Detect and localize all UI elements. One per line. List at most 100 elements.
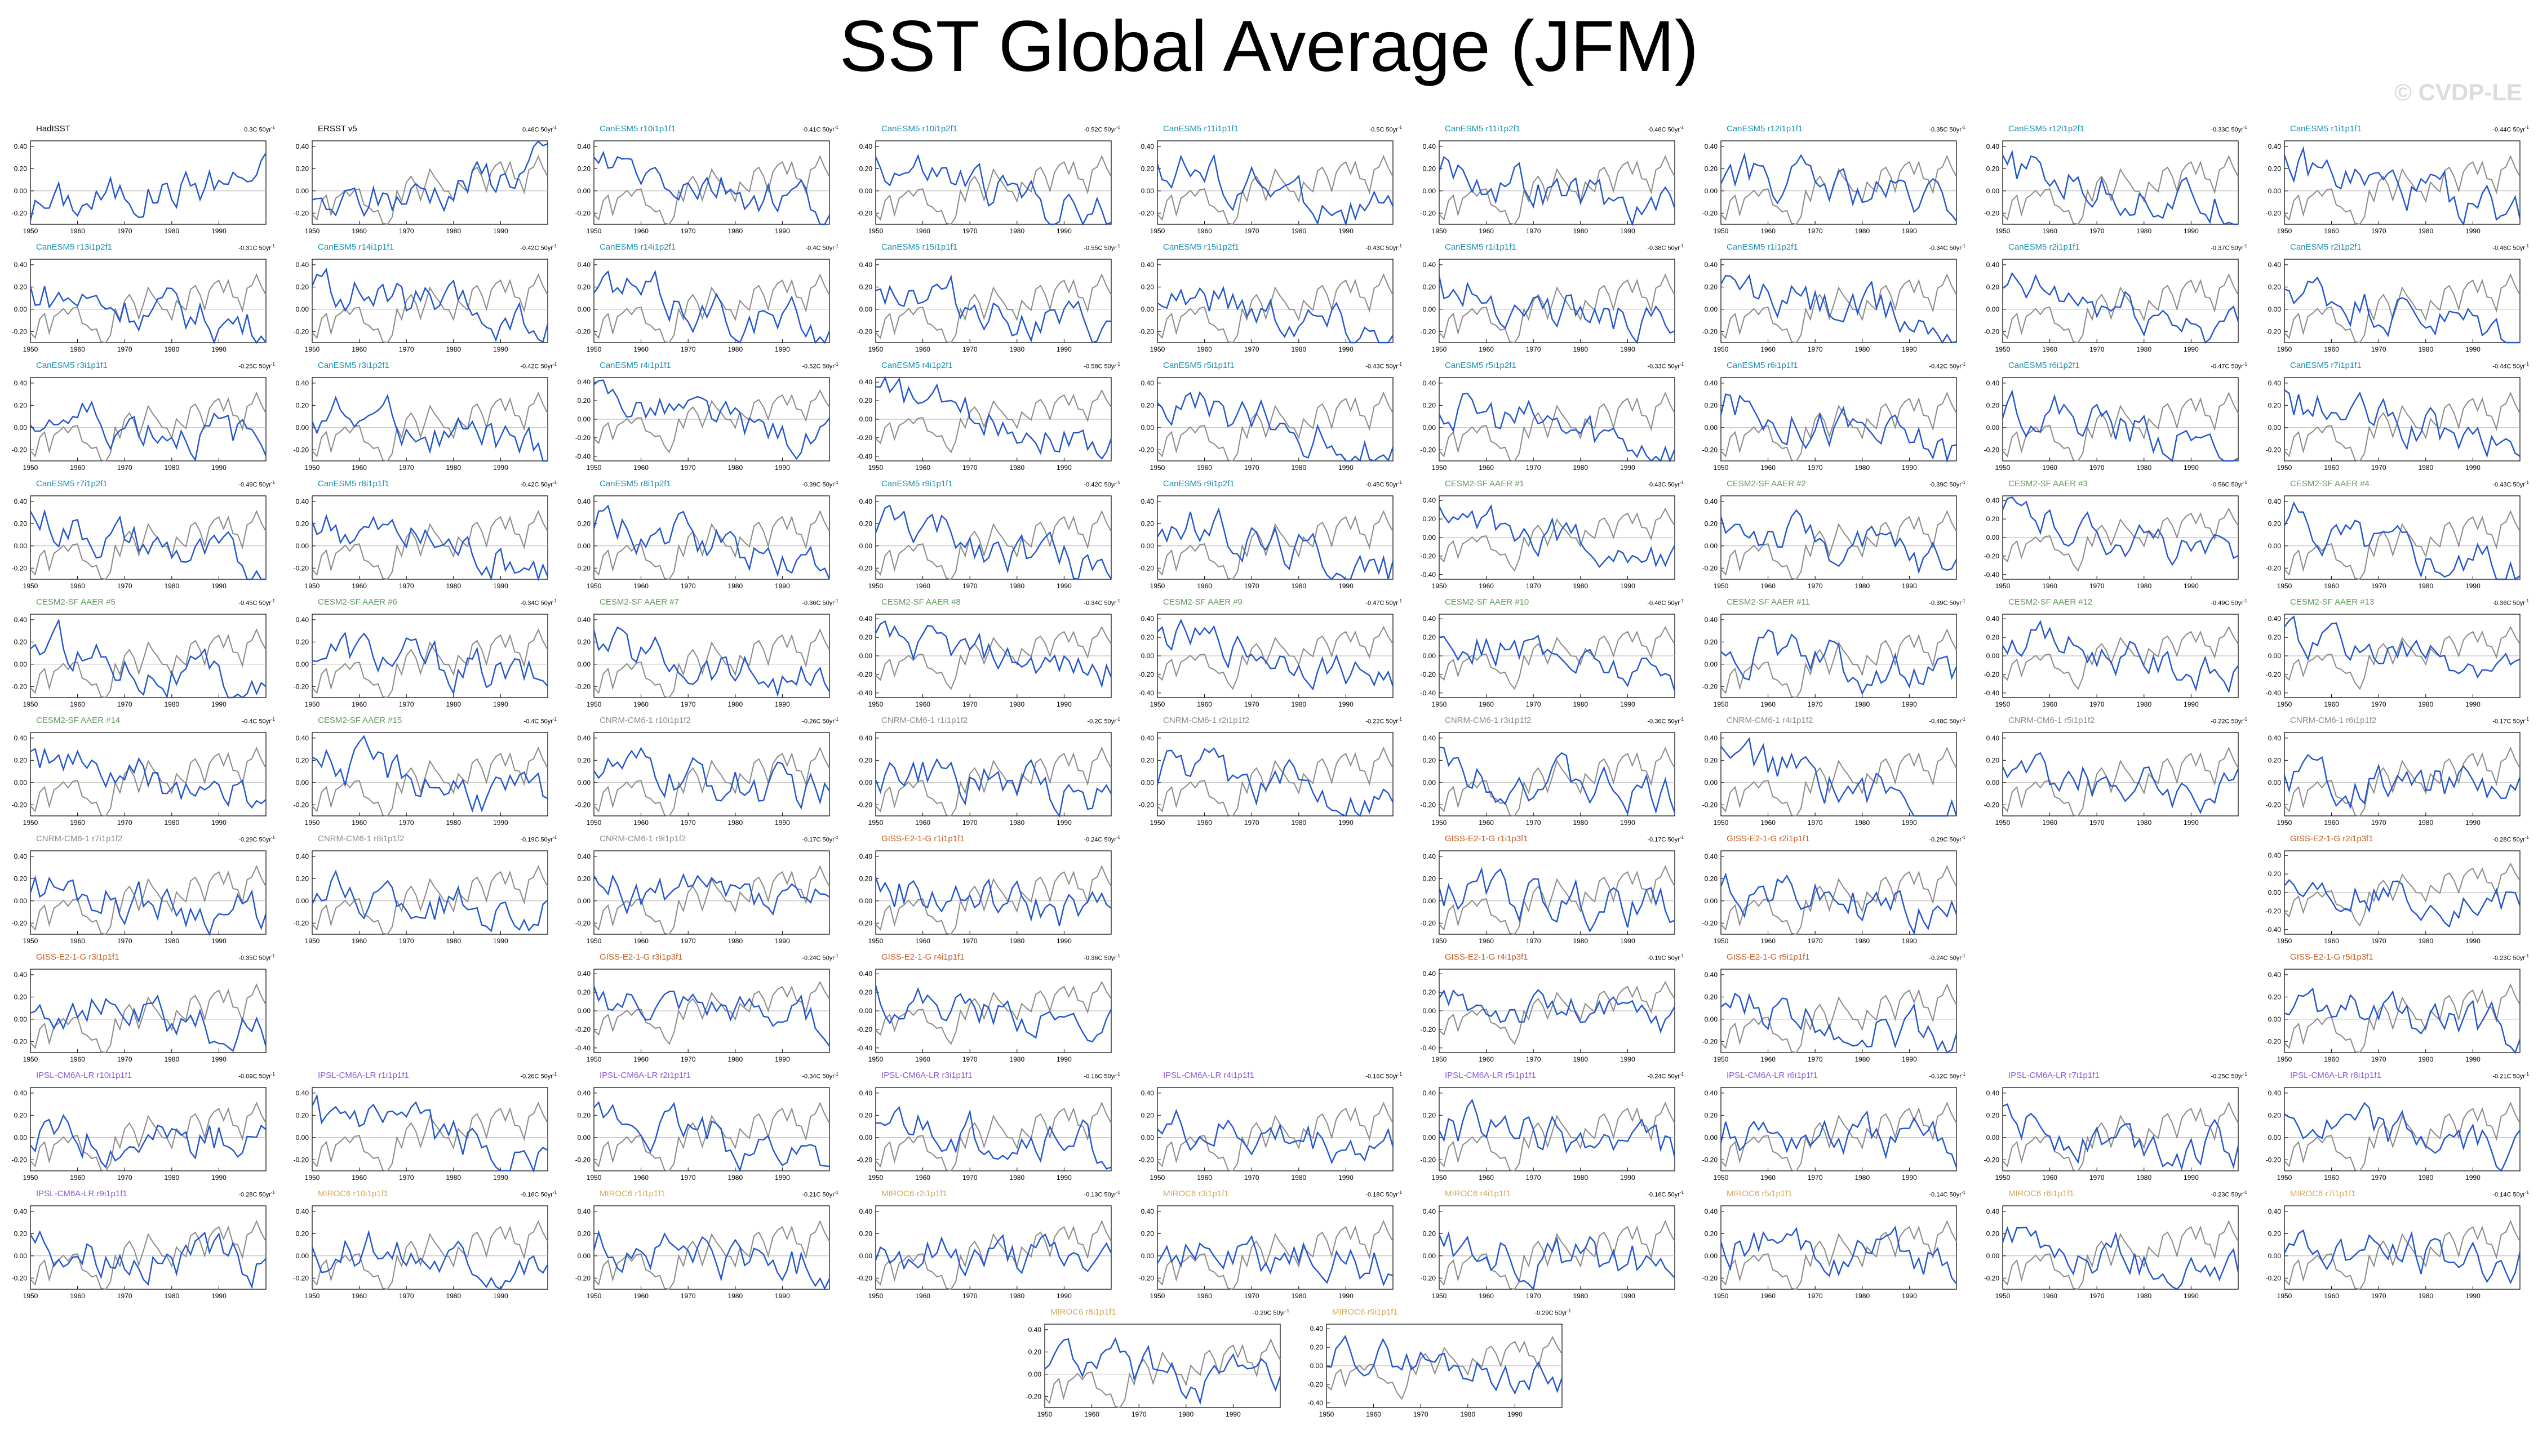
x-tick-label: 1990 [1057, 227, 1072, 235]
y-tick-label: -0.20 [1702, 801, 1718, 809]
x-tick-label: 1980 [1573, 700, 1588, 708]
panel-trend: -0.24C 50yr-1 [1929, 953, 1965, 962]
panel-title: CanESM5 r2i1p2f1 [2290, 242, 2362, 252]
y-tick-label: 0.00 [1141, 1252, 1155, 1260]
panel-trend: -0.52C 50yr-1 [802, 362, 838, 370]
y-tick-label: -0.20 [857, 1026, 873, 1033]
y-tick-label: 0.00 [2268, 305, 2282, 313]
panel-plot: 0.40 0.20 0.00 -0.20 1950 1960 1970 1980 1990 [857, 259, 1112, 353]
x-tick-label: 1990 [1620, 1174, 1635, 1182]
plot-frame [1720, 850, 1957, 935]
panel-trend: -0.48C 50yr-1 [1929, 717, 1965, 725]
panel-title: ERSST v5 [318, 124, 357, 134]
y-tick-label: 0.20 [1705, 875, 1718, 882]
x-tick-label: 1990 [1620, 700, 1635, 708]
y-tick-label: 0.00 [296, 542, 309, 550]
x-tick-label: 1970 [117, 345, 132, 353]
chart-panel: MIROC6 r2i1p1f1 -0.13C 50yr-1 0.40 0.20 0.00… [849, 1188, 1130, 1306]
x-tick-label: 1970 [117, 1055, 132, 1063]
watermark: © CVDP-LE [2394, 79, 2522, 105]
x-tick-label: 1980 [1854, 1292, 1870, 1300]
x-tick-label: 1990 [2184, 819, 2199, 827]
y-tick-label: 0.00 [1141, 305, 1155, 313]
chart-panel: MIROC6 r10i1p1f1 -0.16C 50yr-1 0.40 0.20 0.0… [285, 1188, 567, 1306]
y-tick-label: 0.40 [14, 261, 28, 269]
x-tick-label: 1950 [23, 700, 38, 708]
member-series-line [1157, 619, 1394, 691]
member-series-line [593, 379, 830, 460]
panel-plot: 0.40 0.20 0.00 -0.20 1950 1960 1970 1980 1990 [12, 614, 267, 708]
x-tick-label: 1950 [2277, 1292, 2292, 1300]
x-tick-label: 1950 [868, 227, 884, 235]
x-tick-label: 1950 [305, 1292, 320, 1300]
chart-panel: CanESM5 r9i1p1f1 -0.42C 50yr-1 0.40 0.20 0.0… [849, 478, 1130, 596]
obs-series-line [1439, 507, 1675, 572]
y-tick-label: 0.40 [14, 498, 28, 505]
x-tick-label: 1980 [2418, 1174, 2433, 1182]
x-tick-label: 1980 [1009, 464, 1024, 472]
x-tick-label: 1980 [1009, 227, 1024, 235]
x-tick-label: 1960 [2042, 464, 2057, 472]
member-series-line [2002, 752, 2239, 814]
x-tick-label: 1970 [2371, 345, 2386, 353]
y-tick-label: 0.00 [2268, 652, 2282, 660]
chart-panel: MIROC6 r5i1p1f1 -0.14C 50yr-1 0.40 0.20 0.00… [1694, 1188, 1976, 1306]
y-tick-label: 0.00 [859, 1007, 873, 1015]
x-tick-label: 1950 [587, 1292, 602, 1300]
panel-plot: 0.40 0.20 0.00 -0.20 1950 1960 1970 1980 1990 [575, 850, 830, 945]
panel-trend: -0.24C 50yr-1 [1084, 835, 1120, 844]
plot-frame [30, 1087, 267, 1171]
obs-series-line [1157, 746, 1394, 817]
x-tick-label: 1970 [399, 345, 414, 353]
x-tick-label: 1980 [1573, 819, 1588, 827]
panel-trend: 0.3C 50yr-1 [244, 125, 275, 134]
obs-series-line [1720, 273, 1957, 344]
x-tick-label: 1950 [1714, 582, 1729, 590]
panel-trend: -0.17C 50yr-1 [1647, 835, 1684, 844]
chart-panel: GISS-E2-1-G r1i1p1f1 -0.24C 50yr-1 0.40 0.2… [849, 833, 1130, 951]
y-tick-label: 0.00 [1423, 187, 1436, 195]
x-tick-label: 1980 [1460, 1410, 1475, 1418]
plot-frame [2284, 495, 2521, 580]
x-tick-label: 1970 [1244, 819, 1259, 827]
panel-plot: 0.40 0.20 0.00 -0.20 1950 1960 1970 1980 1990 [2266, 969, 2521, 1063]
x-tick-label: 1960 [1197, 1174, 1212, 1182]
x-tick-label: 1990 [2465, 819, 2481, 827]
panel-plot: 0.40 0.20 0.00 -0.20 -0.40 1950 1960 1970 1980 19… [1308, 1324, 1563, 1418]
y-tick-label: 0.40 [296, 734, 309, 742]
panel-trend: -0.4C 50yr-1 [805, 243, 839, 252]
panel-trend: -0.33C 50yr-1 [1647, 362, 1684, 370]
y-tick-label: 0.40 [1423, 143, 1436, 150]
panel-title: CESM2-SF AAER #9 [1163, 597, 1243, 607]
obs-series-line [1157, 625, 1394, 690]
panel-plot: 0.40 0.20 0.00 -0.20 1950 1960 1970 1980 1990 [1702, 850, 1958, 945]
x-tick-label: 1960 [2324, 937, 2339, 945]
x-tick-label: 1970 [962, 1174, 978, 1182]
obs-series-line [875, 625, 1112, 690]
x-tick-label: 1970 [2371, 1174, 2386, 1182]
y-tick-label: -0.20 [12, 682, 28, 690]
chart-panel: CNRM-CM6-1 r5i1p1f2 -0.22C 50yr-1 0.40 0.20… [1976, 714, 2257, 833]
panel-trend: -0.39C 50yr-1 [1929, 480, 1965, 489]
member-series-line [1439, 746, 1676, 816]
panel-trend: -0.42C 50yr-1 [520, 480, 557, 489]
x-tick-label: 1960 [70, 227, 85, 235]
y-tick-label: 0.40 [1986, 1208, 2000, 1215]
x-tick-label: 1980 [2136, 700, 2151, 708]
x-tick-label: 1970 [681, 937, 696, 945]
panel-title: CNRM-CM6-1 r5i1p1f2 [2008, 716, 2095, 725]
y-tick-label: -0.20 [294, 564, 309, 572]
x-tick-label: 1990 [1620, 1055, 1635, 1063]
y-tick-label: -0.20 [2266, 907, 2282, 915]
member-series-line [2284, 1102, 2521, 1172]
x-tick-label: 1990 [1620, 227, 1635, 235]
y-tick-label: 0.00 [14, 305, 28, 313]
y-tick-label: 0.00 [1310, 1362, 1324, 1370]
y-tick-label: 0.00 [14, 660, 28, 668]
x-tick-label: 1960 [633, 819, 649, 827]
plot-frame [30, 1205, 267, 1290]
chart-panel: IPSL-CM6A-LR r5i1p1f1 -0.24C 50yr-1 0.40 0.… [1412, 1069, 1694, 1188]
y-tick-label: 0.00 [1986, 779, 2000, 787]
x-tick-label: 1980 [164, 700, 179, 708]
x-tick-label: 1980 [1854, 464, 1870, 472]
